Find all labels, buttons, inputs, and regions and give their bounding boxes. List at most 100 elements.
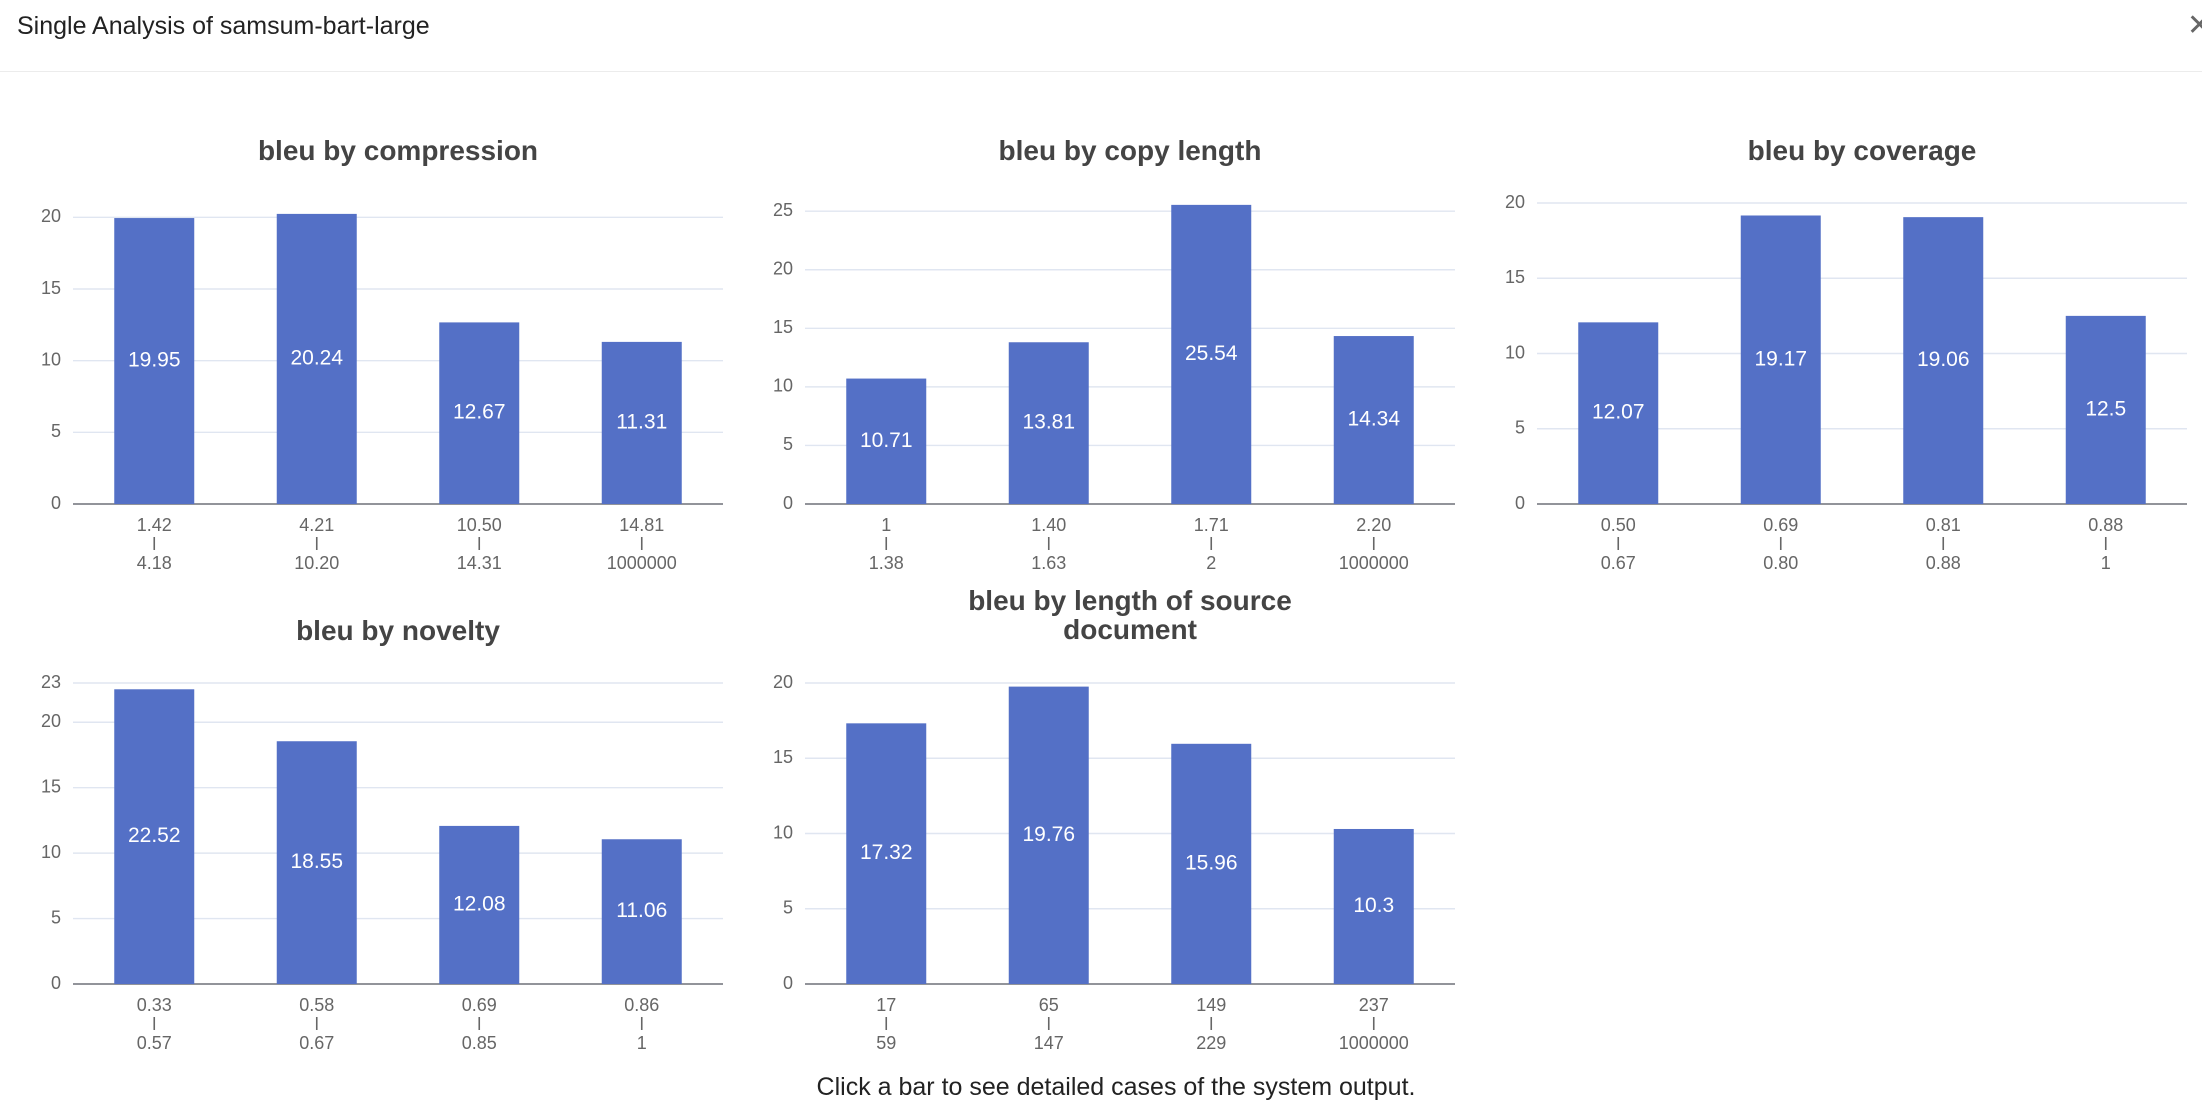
x-tick-label-from: 1 bbox=[881, 515, 891, 535]
close-icon[interactable]: ✕ bbox=[2186, 9, 2202, 42]
x-tick-label-to: 2 bbox=[1206, 553, 1216, 573]
x-tick-label-from: 10.50 bbox=[457, 515, 502, 535]
y-tick-label: 10 bbox=[773, 376, 793, 396]
y-tick-label: 15 bbox=[41, 776, 61, 796]
bar[interactable] bbox=[114, 689, 195, 984]
y-tick-label: 10 bbox=[1505, 342, 1525, 362]
x-tick-label-from: 14.81 bbox=[619, 515, 664, 535]
bar[interactable] bbox=[846, 378, 927, 504]
chart-compression: bleu by compression 0 5 10 15 20 19.95 1.42 4.18… bbox=[0, 105, 735, 580]
y-tick-label: 20 bbox=[773, 259, 793, 279]
x-tick-label-from: 237 bbox=[1359, 995, 1389, 1015]
x-tick-label-from: 1.42 bbox=[137, 515, 172, 535]
y-tick-label: 5 bbox=[783, 434, 793, 454]
bar[interactable] bbox=[1171, 743, 1252, 984]
y-tick-label: 0 bbox=[51, 493, 61, 513]
bar-value-label: 15.96 bbox=[1185, 851, 1238, 874]
bar-value-label: 12.08 bbox=[453, 893, 506, 916]
x-tick-label-from: 17 bbox=[876, 995, 896, 1015]
y-tick-label: 15 bbox=[41, 278, 61, 298]
y-tick-label: 15 bbox=[773, 747, 793, 767]
bar[interactable] bbox=[114, 218, 195, 505]
y-tick-label: 5 bbox=[51, 907, 61, 927]
x-tick-label-from: 149 bbox=[1196, 995, 1226, 1015]
chart-coverage: bleu by coverage 0 5 10 15 20 12.07 0.50 0.67 19.… bbox=[1464, 105, 2199, 580]
bar[interactable] bbox=[1333, 828, 1414, 984]
bar[interactable] bbox=[1008, 342, 1089, 504]
chart-source-length: bleu by length of source document 0 5 10 15 20… bbox=[732, 585, 1467, 1060]
bar-value-label: 19.95 bbox=[128, 349, 181, 372]
bar-value-label: 25.54 bbox=[1185, 342, 1238, 365]
bar[interactable] bbox=[1008, 686, 1089, 984]
chart-novelty: bleu by novelty 0 5 10 15 20 23 22.52 0.33 0.57 18… bbox=[0, 585, 735, 1060]
bar-value-label: 17.32 bbox=[860, 841, 913, 864]
x-tick-label-from: 65 bbox=[1039, 995, 1059, 1015]
x-tick-label-from: 0.69 bbox=[462, 995, 497, 1015]
chart-svg: bleu by coverage 0 5 10 15 20 12.07 0.50 0.67 19.… bbox=[1505, 135, 2187, 573]
x-tick-label-to: 0.57 bbox=[137, 1033, 172, 1053]
x-tick-label-to: 1000000 bbox=[607, 553, 677, 573]
x-tick-label-from: 1.40 bbox=[1031, 515, 1066, 535]
x-tick-label-to: 0.85 bbox=[462, 1033, 497, 1053]
bar-value-label: 19.17 bbox=[1754, 347, 1807, 370]
bar[interactable] bbox=[1740, 215, 1821, 504]
page-title: Single Analysis of samsum-bart-large bbox=[17, 12, 430, 40]
x-tick-label-to: 1.38 bbox=[869, 553, 904, 573]
x-tick-label-from: 1.71 bbox=[1194, 515, 1229, 535]
bar[interactable] bbox=[439, 322, 520, 504]
x-tick-label-to: 0.67 bbox=[299, 1033, 334, 1053]
y-tick-label: 10 bbox=[41, 842, 61, 862]
x-tick-label-from: 0.88 bbox=[2088, 515, 2123, 535]
y-tick-label: 5 bbox=[783, 898, 793, 918]
y-tick-label: 25 bbox=[773, 200, 793, 220]
y-tick-label: 23 bbox=[41, 672, 61, 692]
bar-value-label: 12.67 bbox=[453, 401, 506, 424]
bar-value-label: 14.34 bbox=[1347, 408, 1400, 431]
x-tick-label-to: 0.67 bbox=[1601, 553, 1636, 573]
bar[interactable] bbox=[2065, 315, 2146, 504]
bar[interactable] bbox=[1903, 217, 1984, 504]
bar-value-label: 10.71 bbox=[860, 429, 913, 452]
bar-value-label: 12.5 bbox=[2085, 397, 2126, 420]
header: Single Analysis of samsum-bart-large ✕ bbox=[0, 0, 2202, 72]
y-tick-label: 20 bbox=[1505, 192, 1525, 212]
bar[interactable] bbox=[276, 741, 357, 984]
bar-value-label: 13.81 bbox=[1022, 411, 1075, 434]
bar[interactable] bbox=[846, 723, 927, 984]
bar[interactable] bbox=[1171, 204, 1252, 504]
bar[interactable] bbox=[439, 825, 520, 984]
bar[interactable] bbox=[1578, 322, 1659, 504]
bar-value-label: 20.24 bbox=[290, 346, 343, 369]
x-tick-label-from: 0.58 bbox=[299, 995, 334, 1015]
bar-value-label: 19.76 bbox=[1022, 823, 1075, 846]
y-tick-label: 15 bbox=[1505, 267, 1525, 287]
bar-value-label: 22.52 bbox=[128, 824, 181, 847]
y-tick-label: 0 bbox=[783, 493, 793, 513]
footer-hint: Click a bar to see detailed cases of the… bbox=[816, 1073, 1416, 1101]
bar[interactable] bbox=[601, 839, 682, 984]
y-tick-label: 20 bbox=[41, 711, 61, 731]
bar-value-label: 10.3 bbox=[1353, 894, 1394, 917]
y-tick-label: 0 bbox=[783, 973, 793, 993]
y-tick-label: 15 bbox=[773, 317, 793, 337]
x-tick-label-to: 14.31 bbox=[457, 553, 502, 573]
y-tick-label: 0 bbox=[51, 973, 61, 993]
chart-title: document bbox=[1063, 614, 1197, 645]
chart-title: bleu by novelty bbox=[296, 615, 500, 646]
bar[interactable] bbox=[601, 341, 682, 504]
x-tick-label-to: 1 bbox=[2101, 553, 2111, 573]
chart-title: bleu by copy length bbox=[999, 135, 1262, 166]
x-tick-label-to: 59 bbox=[876, 1033, 896, 1053]
x-tick-label-to: 147 bbox=[1034, 1033, 1064, 1053]
chart-title: bleu by coverage bbox=[1748, 135, 1977, 166]
x-tick-label-from: 0.69 bbox=[1763, 515, 1798, 535]
chart-svg: bleu by copy length 0 5 10 15 20 25 10.71 1 1.38 1… bbox=[773, 135, 1455, 573]
x-tick-label-from: 0.86 bbox=[624, 995, 659, 1015]
x-tick-label-to: 0.80 bbox=[1763, 553, 1798, 573]
x-tick-label-to: 1000000 bbox=[1339, 553, 1409, 573]
bar[interactable] bbox=[1333, 336, 1414, 504]
bar[interactable] bbox=[276, 213, 357, 504]
y-tick-label: 20 bbox=[773, 672, 793, 692]
x-tick-label-to: 0.88 bbox=[1926, 553, 1961, 573]
